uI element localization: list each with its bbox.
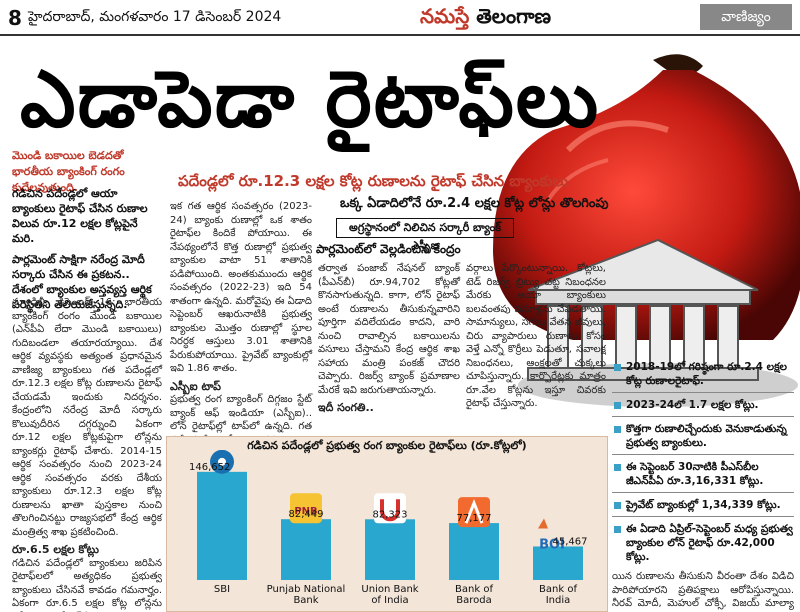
bullet-divider xyxy=(612,516,794,517)
subheadline-main: పదేండ్లలో రూ.12.3 లక్షల కోట్ల రుణాలను రై… xyxy=(178,172,569,190)
bullet-item: 2023-24లో 1.7 లక్షల కోట్లు. xyxy=(612,398,794,412)
chart-bar xyxy=(449,523,499,580)
article-column-5: యిన రుణాలను తీసుకుని వీరంతా దేశం విడిచి … xyxy=(612,570,794,612)
article-column-3: తర్వాత పంజాబ్ నేషనల్ బ్యాంక్ (పీఎన్‌బీ) … xyxy=(318,262,460,415)
column-1-body-b: గడిచిన పదేండ్లలో బ్యాంకులు జరిపిన రైటాఫ్… xyxy=(12,557,162,612)
subheadline-fourth: పార్లమెంట్‌లో వెల్లడించిన కేంద్రం xyxy=(316,242,461,256)
bullet-divider xyxy=(612,416,794,417)
subheadline-third: అగ్రస్థానంలో నిలిచిన సర్కారీ బ్యాంక్ ఎస్… xyxy=(336,218,514,252)
chart-bar xyxy=(365,519,415,580)
chart-category-label: Punjab National Bank xyxy=(267,584,346,606)
chart-value-label: 82,449 xyxy=(289,509,324,520)
union-bank-logo-icon xyxy=(374,493,406,524)
chart-bar xyxy=(533,546,583,580)
column-2-body: ఇక గత ఆర్థిక సంవత్సరం (2023-24) బ్యాంకు … xyxy=(170,201,312,374)
column-4-body: వర్గాలు పేర్కొంటున్నాయి. కోట్లలు, టెడ్ ర… xyxy=(466,263,606,409)
bullet-divider xyxy=(612,392,794,393)
bullet-item: ఈ ఏడాది ఏప్రిల్-సెప్టెంబర్ మధ్య ప్రభుత్వ… xyxy=(612,522,794,564)
garbage-bag-bank-illustration xyxy=(493,54,800,407)
brand-part1: నమస్తే xyxy=(420,4,470,28)
column-1-subhead: రూ.6.5 లక్షల కోట్లు xyxy=(12,543,99,556)
sidebar-blurb-1: గడిచిన పదేండ్లలో ఆయా బ్యాంకులు రైటాఫ్ చే… xyxy=(12,187,148,245)
svg-text:BOI: BOI xyxy=(539,537,565,552)
svg-text:PNB: PNB xyxy=(294,506,317,517)
bank-of-india-logo-icon: BOI xyxy=(538,518,565,552)
chart-title: గడిచిన పదేండ్లలో ప్రభుత్వ రంగ బ్యాంకుల ర… xyxy=(247,439,527,452)
headline: ఎడాపెడా రైటాఫ్‌లు xyxy=(20,55,601,145)
column-2-subhead: ఎస్బీఐ టాప్ xyxy=(170,379,221,393)
section-tab[interactable]: వాణిజ్యం xyxy=(700,4,792,30)
sbi-logo-icon xyxy=(210,450,234,474)
chart-bar xyxy=(197,471,247,580)
dateline: హైదరాబాద్, మంగళవారం 17 డిసెంబర్ 2024 xyxy=(28,9,282,25)
chart-category-label: Bank of India xyxy=(539,584,577,606)
column-3-body: తర్వాత పంజాబ్ నేషనల్ బ్యాంక్ (పీఎన్‌బీ) … xyxy=(318,263,460,396)
article-column-2: ఇక గత ఆర్థిక సంవత్సరం (2023-24) బ్యాంకు … xyxy=(170,200,312,474)
bullet-item: ప్రైవేట్ బ్యాంకుల్లో 1,34,339 కోట్లు. xyxy=(612,498,794,512)
header-divider xyxy=(0,34,800,36)
chart-category-label: Bank of Baroda xyxy=(455,584,493,606)
subheadline-second: ఒక్క ఏడాదిలోనే రూ.2.4 లక్షల కోట్ల లోన్లు… xyxy=(340,196,609,211)
column-1-body: న్యూఢిల్లీ, డిసెంబర్ 16: భారతీయ బ్యాంకిం… xyxy=(12,297,162,538)
chart-value-label: 82,323 xyxy=(373,509,408,520)
chart-value-label: 77,177 xyxy=(457,513,492,524)
bank-of-baroda-logo-icon xyxy=(458,497,490,528)
bullet-item: 2018-19లో గరిష్ఠంగా రూ.2.4 లక్షల కోట్ల ర… xyxy=(612,360,794,388)
sidebar-blurb-2: పార్లమెంట్ సాక్షిగా నరేంద్ర మోదీ సర్కారు… xyxy=(12,253,152,311)
column-5-body: యిన రుణాలను తీసుకుని వీరంతా దేశం విడిచి … xyxy=(612,571,794,612)
page-number: 8 xyxy=(8,6,22,30)
sidebar-intro: మొండి బకాయిల బెడదతో భారతీయ బ్యాంకింగ్ రం… xyxy=(12,149,125,194)
chart-value-label: 146,652 xyxy=(189,462,230,473)
brand-part2: తెలంగాణ xyxy=(476,4,552,28)
article-column-4: వర్గాలు పేర్కొంటున్నాయి. కోట్లలు, టెడ్ ర… xyxy=(466,262,606,432)
chart-value-label: 45,467 xyxy=(553,536,588,547)
bullet-item: ఈ సెప్టెంబర్ 30నాటికి పీఎస్‌బీల జీఎన్‌పీ… xyxy=(612,460,794,488)
bullet-divider xyxy=(612,454,794,455)
chart-category-label: SBI xyxy=(214,584,230,595)
article-column-1: న్యూఢిల్లీ, డిసెంబర్ 16: భారతీయ బ్యాంకిం… xyxy=(12,296,162,612)
bullet-divider xyxy=(612,492,794,493)
column-3-subhead: ఇదీ సంగతి.. xyxy=(318,401,374,414)
chart-bar xyxy=(281,519,331,580)
chart-category-label: Union Bank of India xyxy=(361,584,418,606)
pnb-logo-icon: PNB xyxy=(290,493,322,524)
newspaper-brand: నమస్తే తెలంగాణ xyxy=(420,4,551,33)
bullet-item: కొత్తగా రుణాలిచ్చేందుకు వెనుకాడుతున్న ప్… xyxy=(612,422,794,450)
